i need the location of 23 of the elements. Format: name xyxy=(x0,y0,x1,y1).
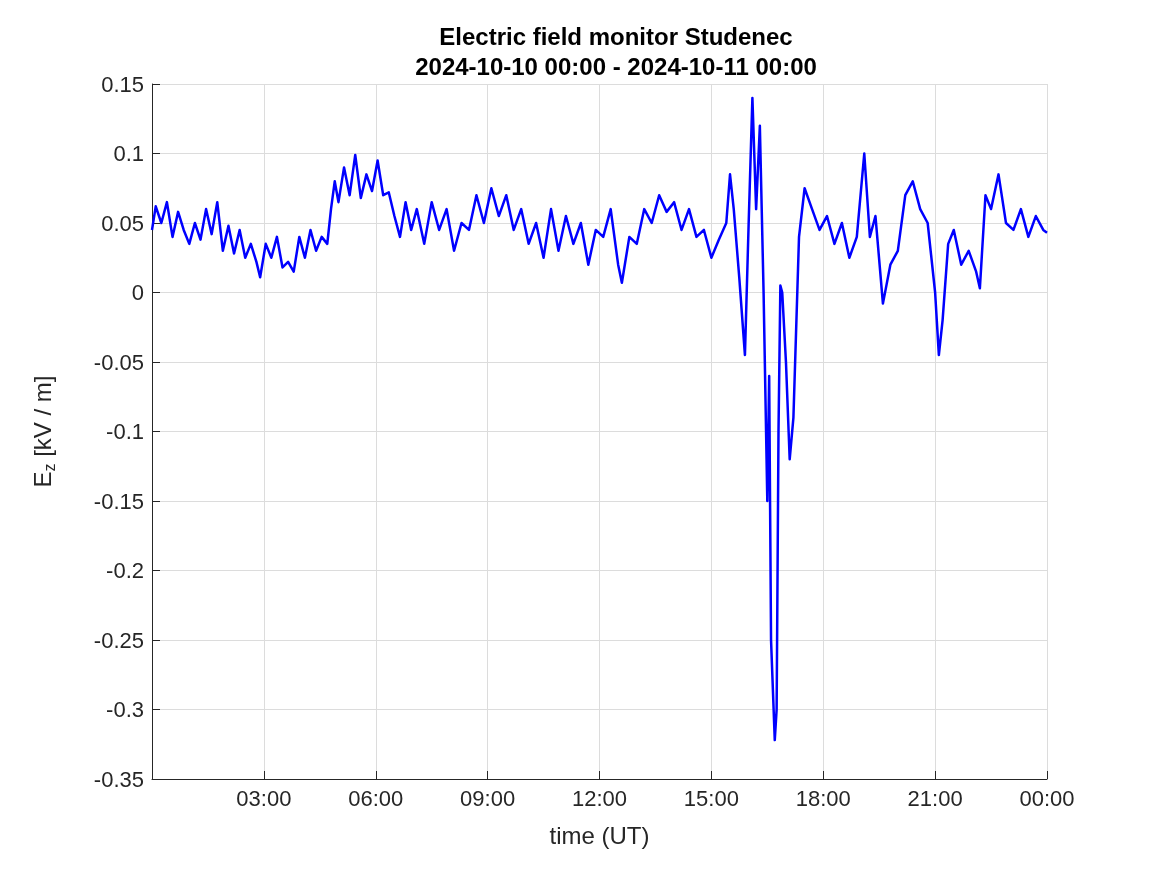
x-tick-label: 15:00 xyxy=(683,785,739,811)
y-tick-label: -0.3 xyxy=(106,697,144,722)
line-series xyxy=(150,96,1049,742)
x-axis-title: time (UT) xyxy=(549,821,650,849)
y-tick-label: 0.1 xyxy=(113,141,144,166)
y-tick-label: 0 xyxy=(131,280,144,305)
y-tick-label: -0.35 xyxy=(93,766,144,792)
x-tick-label: 18:00 xyxy=(795,785,851,811)
y-tick-label: 0.15 xyxy=(101,71,144,97)
y-tick-label: 0.05 xyxy=(101,210,144,236)
x-tick-label: 03:00 xyxy=(236,785,292,811)
x-tick-label: 09:00 xyxy=(460,785,516,811)
y-tick-label: -0.15 xyxy=(93,488,144,514)
chart-title: Electric field monitor Studenec 2024-10-10 00:00 - 2024-10-11 00:00 xyxy=(415,22,817,80)
x-tick-label: 00:00 xyxy=(1019,785,1075,811)
y-tick-label: -0.2 xyxy=(106,558,144,583)
y-tick-label: -0.1 xyxy=(106,419,144,444)
x-tick-label: 12:00 xyxy=(571,785,628,811)
x-tick-label: 21:00 xyxy=(907,785,963,811)
y-axis-title: Ez [kV / m] xyxy=(28,375,58,488)
x-tick-label: 06:00 xyxy=(348,785,404,811)
y-tick-label: -0.25 xyxy=(93,627,144,653)
y-tick-label: -0.05 xyxy=(93,349,144,375)
